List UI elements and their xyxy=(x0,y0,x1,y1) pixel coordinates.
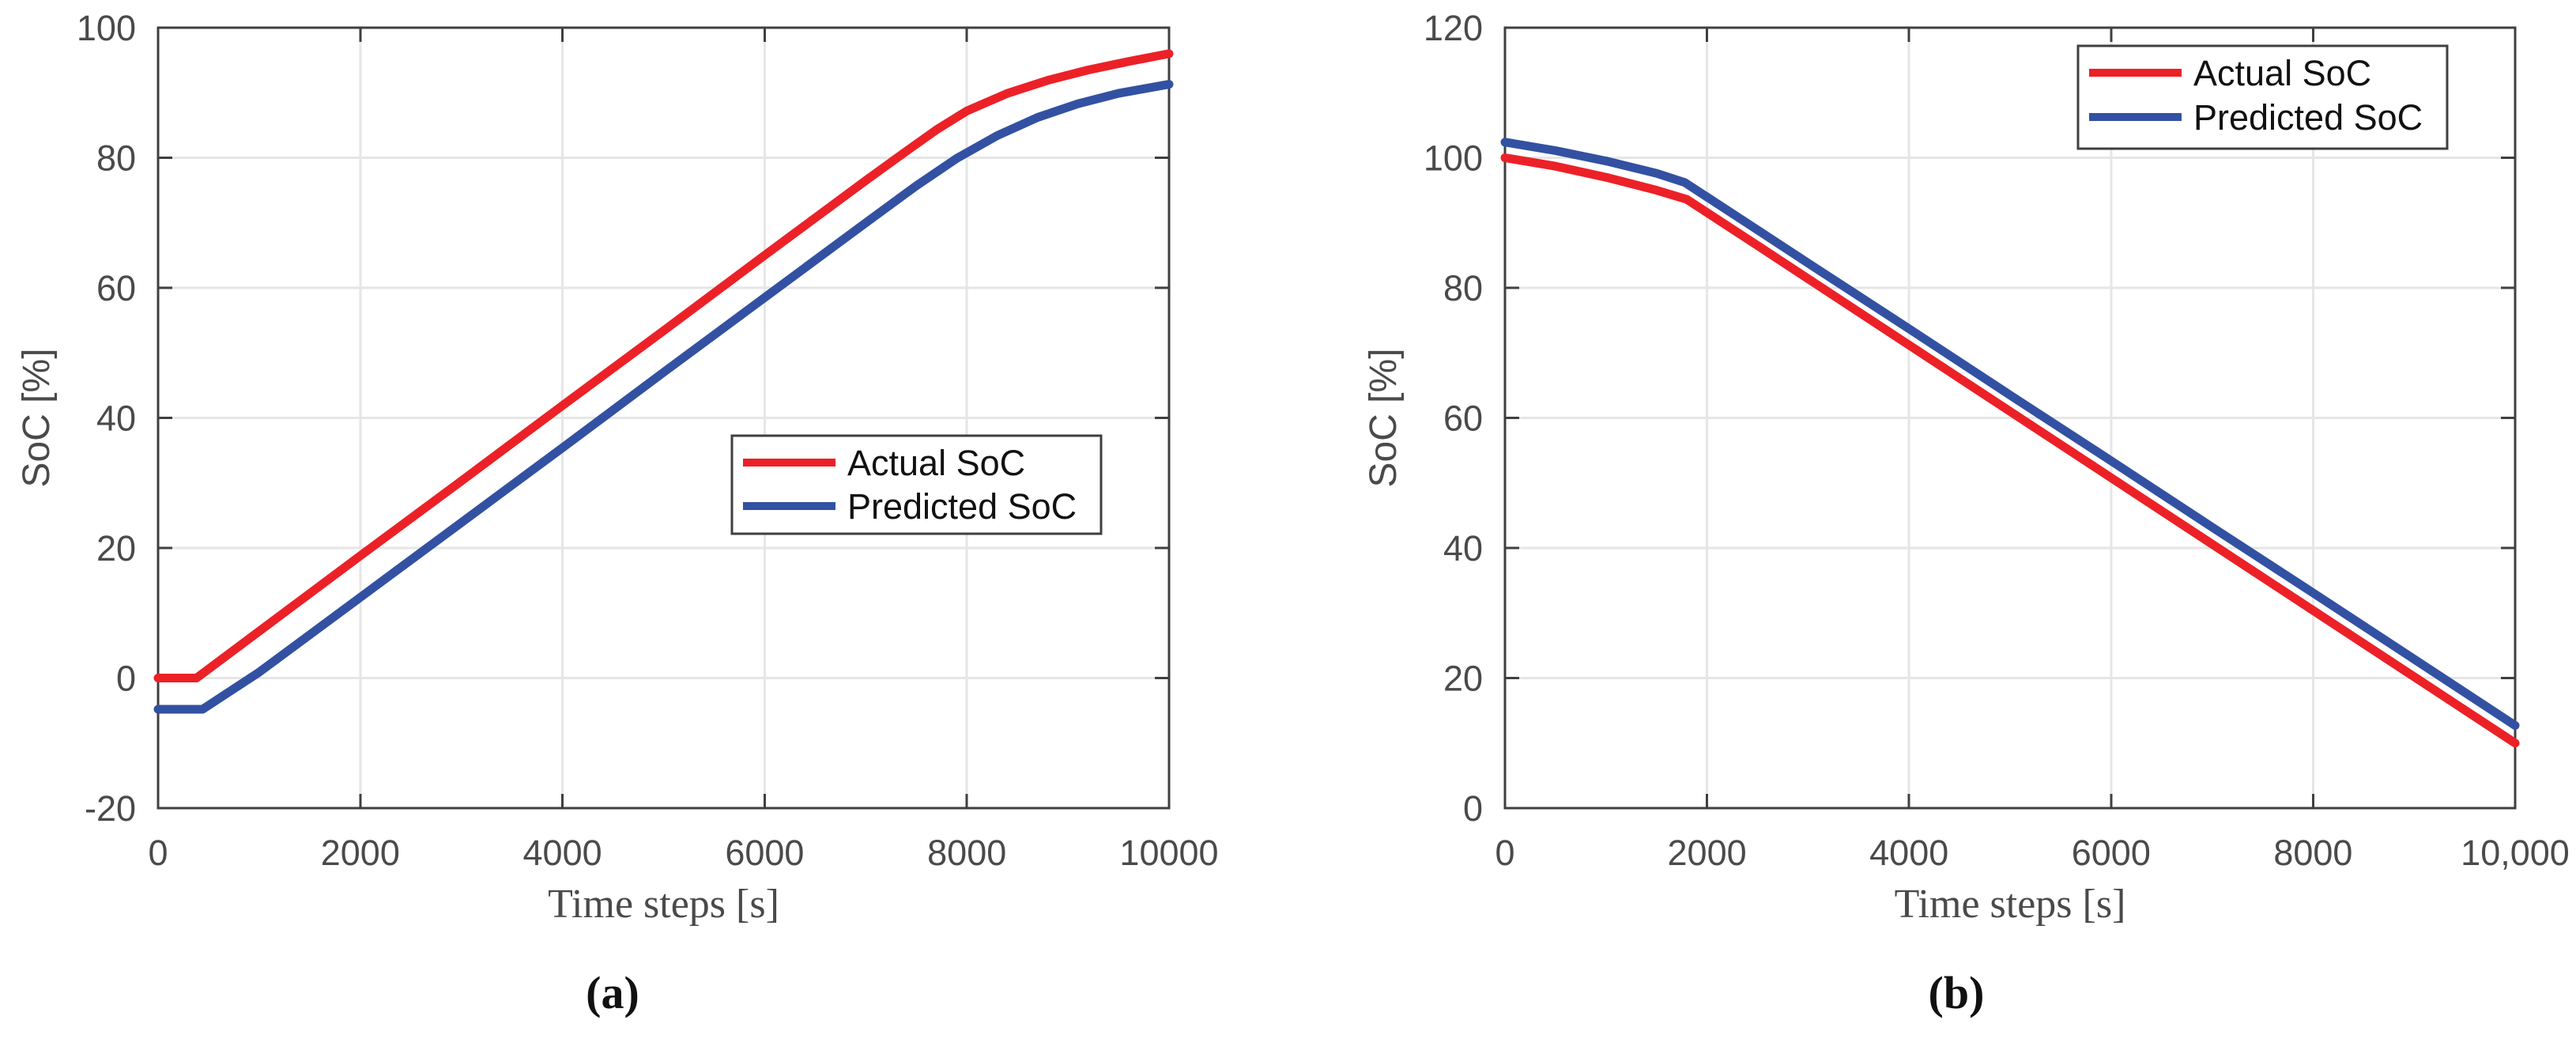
x-tick-label: 10,000 xyxy=(2461,833,2570,873)
legend-label-predicted-soc: Predicted SoC xyxy=(847,486,1077,527)
legend-label-actual-soc: Actual SoC xyxy=(2193,53,2371,93)
predicted-soc-line xyxy=(1500,138,2520,730)
y-tick-label: 100 xyxy=(1424,138,1483,179)
y-axis-label: SoC [%] xyxy=(1363,348,1405,487)
x-tick-label: 8000 xyxy=(927,833,1006,873)
x-tick-label: 8000 xyxy=(2273,833,2352,873)
legend-label-actual-soc: Actual SoC xyxy=(847,443,1025,483)
y-tick-label: 60 xyxy=(96,268,136,308)
chart-panel-b: 0 2000 4000 6000 8000 10,000 0 20 40 60 80 100 120 So… xyxy=(1363,8,2570,927)
panel-a-caption: (a) xyxy=(586,967,639,1018)
y-axis-label: SoC [%] xyxy=(16,348,58,487)
x-tick-label: 0 xyxy=(148,833,168,873)
legend-label-predicted-soc: Predicted SoC xyxy=(2193,97,2423,138)
legend-box xyxy=(2076,44,2449,150)
legend-box xyxy=(730,434,1103,535)
y-tick-label: 40 xyxy=(96,399,136,439)
y-tick-label: 100 xyxy=(77,8,136,48)
y-tick-labels: -20 0 20 40 60 80 100 xyxy=(77,8,136,829)
x-tick-label: 4000 xyxy=(523,833,602,873)
predicted-soc-line xyxy=(153,80,1174,714)
y-tick-label: 20 xyxy=(96,528,136,569)
actual-soc-line xyxy=(153,49,1174,682)
x-tick-labels: 0 2000 4000 6000 8000 10,000 xyxy=(1495,833,2569,873)
gridlines xyxy=(1505,28,2515,808)
actual-soc-line xyxy=(1500,153,2520,748)
x-tick-label: 2000 xyxy=(321,833,400,873)
x-tick-label: 6000 xyxy=(725,833,804,873)
x-tick-labels: 0 2000 4000 6000 8000 10000 xyxy=(148,833,1218,873)
tick-marks xyxy=(157,26,1171,810)
y-tick-label: 80 xyxy=(96,138,136,179)
x-tick-label: 4000 xyxy=(1869,833,1948,873)
y-tick-label: -20 xyxy=(85,788,136,829)
x-tick-label: 6000 xyxy=(2072,833,2151,873)
y-tick-label: 40 xyxy=(1443,528,1483,569)
y-tick-labels: 0 20 40 60 80 100 120 xyxy=(1424,8,1483,829)
x-tick-label: 0 xyxy=(1495,833,1514,873)
y-tick-label: 0 xyxy=(1463,788,1483,829)
gridlines xyxy=(158,28,1169,808)
x-axis-label: Time steps [s] xyxy=(548,882,779,927)
x-tick-label: 2000 xyxy=(1668,833,1747,873)
x-axis-label: Time steps [s] xyxy=(1895,882,2126,927)
y-tick-label: 80 xyxy=(1443,268,1483,308)
y-tick-label: 60 xyxy=(1443,399,1483,439)
x-tick-label: 10000 xyxy=(1119,833,1218,873)
y-tick-label: 120 xyxy=(1424,8,1483,48)
panel-b-caption: (b) xyxy=(1928,967,1985,1018)
y-tick-label: 0 xyxy=(116,659,136,699)
y-tick-label: 20 xyxy=(1443,659,1483,699)
chart-panel-a: 0 2000 4000 6000 8000 10000 -20 0 20 40 60 80 100 SoC… xyxy=(16,8,1219,927)
